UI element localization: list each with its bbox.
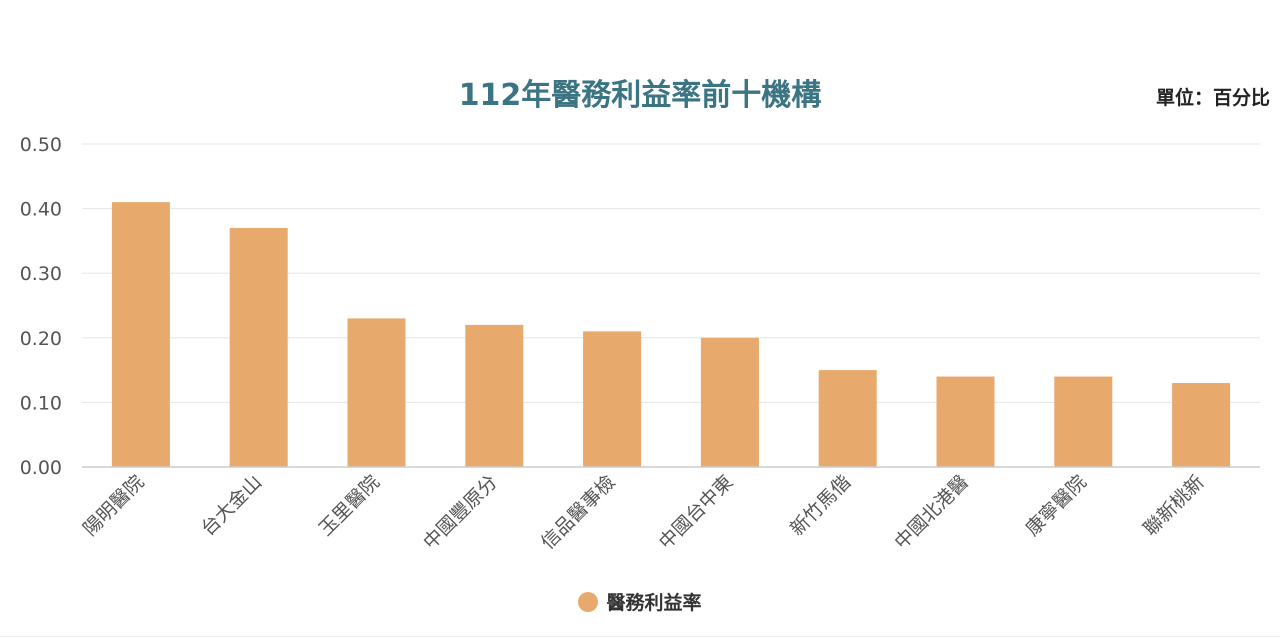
x-tick-label: 新竹馬偕 [786,471,855,540]
x-tick-label: 信品醫事檢 [537,471,620,554]
x-tick-label: 台大金山 [197,471,266,540]
bar [936,376,995,467]
y-tick-label: 0.20 [20,328,62,350]
legend-swatch [578,591,599,612]
x-tick-label: 中國北港醫 [890,471,973,554]
y-tick-label: 0.50 [20,134,62,156]
bar [818,370,877,467]
bar [1054,376,1113,467]
x-tick-label: 陽明醫院 [79,471,148,540]
legend[interactable]: 醫務利益率 [0,588,1280,615]
y-tick-label: 0.30 [20,263,62,285]
chart-title: 112年醫務利益率前十機構 [458,78,822,113]
bar [111,202,170,467]
x-tick-label: 聯新桃新 [1139,471,1208,540]
bar [700,337,759,467]
x-tick-label: 中國豐原分 [419,471,502,554]
bar [465,324,524,467]
y-tick-label: 0.10 [20,392,62,414]
x-tick-label: 康寧醫院 [1022,471,1091,540]
bar [229,227,288,467]
bar [1172,383,1231,467]
x-tick-label: 中國台中東 [655,471,738,554]
footer-divider [0,636,1280,637]
bar-layer [111,202,1231,467]
legend-label: 醫務利益率 [606,592,702,614]
unit-label: 單位：百分比 [1155,87,1270,109]
x-tick-label: 玉里醫院 [315,471,384,540]
y-tick-label: 0.40 [20,199,62,221]
y-tick-label: 0.00 [20,457,62,479]
bar [583,331,642,467]
bar [347,318,406,467]
